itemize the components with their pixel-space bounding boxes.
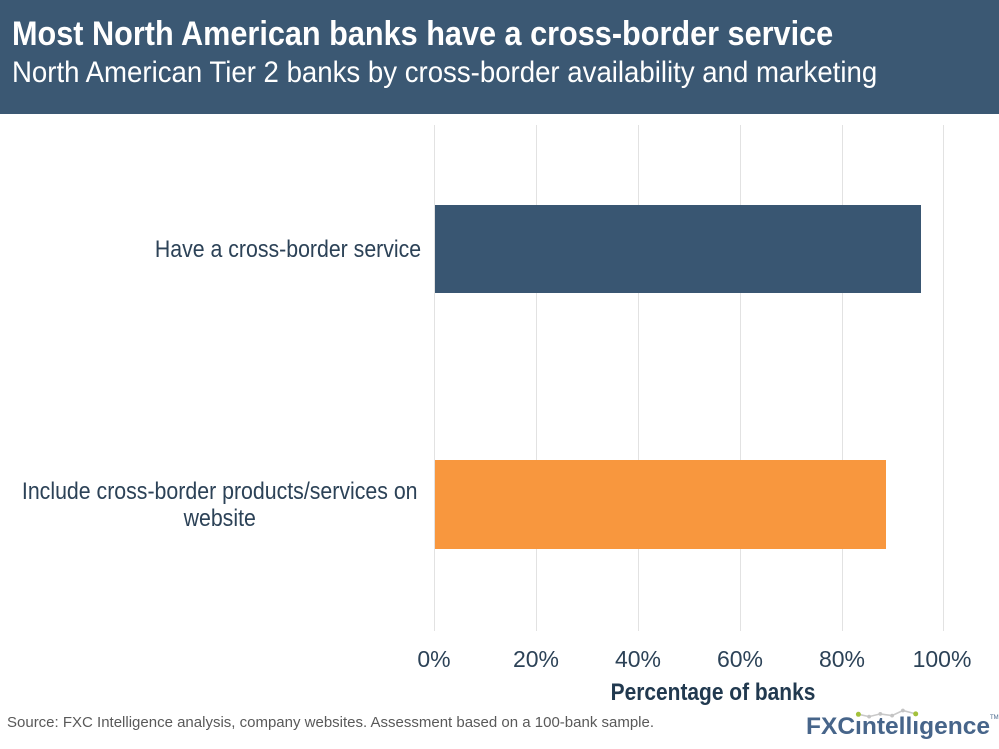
svg-text:FXCıntellıgence: FXCıntellıgence	[806, 713, 990, 740]
svg-text:TM: TM	[990, 715, 999, 721]
